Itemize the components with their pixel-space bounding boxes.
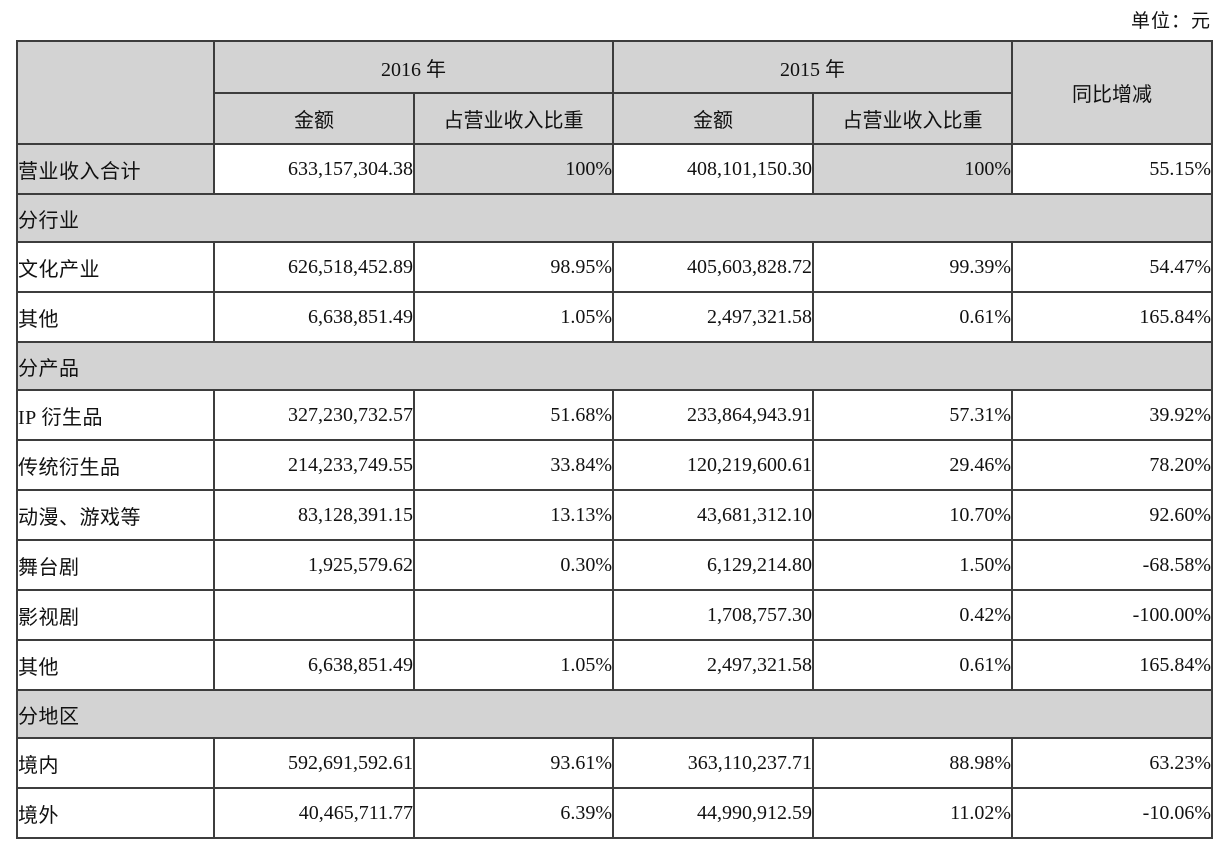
ratio-2016: 51.68% [413,389,614,441]
ratio-2016: 98.95% [413,241,614,293]
header-row-years: 2016 年 2015 年 同比增减 [16,40,1213,145]
yoy-value: 54.47% [1011,241,1213,293]
table-row: 舞台剧 1,925,579.62 0.30% 6,129,214.80 1.50… [16,539,1213,591]
row-label: 动漫、游戏等 [16,489,215,541]
table-row: 其他 6,638,851.49 1.05% 2,497,321.58 0.61%… [16,291,1213,343]
ratio-2015: 11.02% [812,787,1013,839]
amount-2016: 1,925,579.62 [213,539,415,591]
ratio-2016: 1.05% [413,639,614,691]
yoy-header: 同比增减 [1011,40,1213,145]
ratio-2015: 0.61% [812,639,1013,691]
ratio-2016: 0.30% [413,539,614,591]
amount-2016: 633,157,304.38 [213,143,415,195]
ratio-2016: 100% [413,143,614,195]
section-row-region: 分地区 [16,689,1213,739]
year-2016-header: 2016 年 [213,40,614,94]
revenue-breakdown-table: 2016 年 2015 年 同比增减 金额 占营业收入比重 金额 占营业收入比重… [16,40,1213,839]
row-label: 舞台剧 [16,539,215,591]
amount-2016: 83,128,391.15 [213,489,415,541]
table-row: 境内 592,691,592.61 93.61% 363,110,237.71 … [16,737,1213,789]
row-label: 影视剧 [16,589,215,641]
amount-2015: 43,681,312.10 [612,489,814,541]
row-label: 境内 [16,737,215,789]
amount-2016: 327,230,732.57 [213,389,415,441]
ratio-2016: 1.05% [413,291,614,343]
table-row: 其他 6,638,851.49 1.05% 2,497,321.58 0.61%… [16,639,1213,691]
amount-header-2015: 金额 [612,92,814,145]
amount-2015: 2,497,321.58 [612,639,814,691]
yoy-value: -10.06% [1011,787,1213,839]
yoy-value: 78.20% [1011,439,1213,491]
amount-2015: 233,864,943.91 [612,389,814,441]
amount-header-2016: 金额 [213,92,415,145]
header-row-measures: 金额 占营业收入比重 金额 占营业收入比重 [17,92,1212,145]
amount-2016: 592,691,592.61 [213,737,415,789]
ratio-2016: 33.84% [413,439,614,491]
yoy-value: 165.84% [1011,639,1213,691]
amount-2015: 2,497,321.58 [612,291,814,343]
table-row: IP 衍生品 327,230,732.57 51.68% 233,864,943… [16,389,1213,441]
yoy-value: 39.92% [1011,389,1213,441]
ratio-header-2016: 占营业收入比重 [413,92,614,145]
amount-2015: 120,219,600.61 [612,439,814,491]
ratio-2015: 0.42% [812,589,1013,641]
amount-2015: 405,603,828.72 [612,241,814,293]
row-label: 其他 [16,639,215,691]
ratio-2016: 6.39% [413,787,614,839]
yoy-value: 92.60% [1011,489,1213,541]
yoy-value: -68.58% [1011,539,1213,591]
yoy-value: -100.00% [1011,589,1213,641]
corner-cell [16,40,215,145]
amount-2016: 6,638,851.49 [213,291,415,343]
row-label: 营业收入合计 [16,143,215,195]
table-row: 传统衍生品 214,233,749.55 33.84% 120,219,600.… [16,439,1213,491]
yoy-value: 165.84% [1011,291,1213,343]
ratio-2015: 29.46% [812,439,1013,491]
section-row-product: 分产品 [16,341,1213,391]
unit-label: 单位：元 [1130,11,1211,32]
ratio-2015: 0.61% [812,291,1013,343]
amount-2015: 6,129,214.80 [612,539,814,591]
section-label: 分产品 [16,341,1213,391]
row-label: 境外 [16,787,215,839]
row-label: 文化产业 [16,241,215,293]
ratio-2015: 100% [812,143,1013,195]
amount-2016: 40,465,711.77 [213,787,415,839]
section-row-industry: 分行业 [16,193,1213,243]
table-row: 动漫、游戏等 83,128,391.15 13.13% 43,681,312.1… [16,489,1213,541]
ratio-2016: 13.13% [413,489,614,541]
year-2015-header: 2015 年 [612,40,1013,94]
ratio-2015: 57.31% [812,389,1013,441]
amount-2016: 6,638,851.49 [213,639,415,691]
table-row-total: 营业收入合计 633,157,304.38 100% 408,101,150.3… [16,143,1213,195]
row-label: IP 衍生品 [16,389,215,441]
amount-2015: 44,990,912.59 [612,787,814,839]
table-row: 境外 40,465,711.77 6.39% 44,990,912.59 11.… [16,787,1213,839]
row-label: 传统衍生品 [16,439,215,491]
yoy-value: 55.15% [1011,143,1213,195]
table-row: 影视剧 1,708,757.30 0.42% -100.00% [16,589,1213,641]
ratio-2015: 88.98% [812,737,1013,789]
amount-2016: 214,233,749.55 [213,439,415,491]
amount-2016: 626,518,452.89 [213,241,415,293]
ratio-2016: 93.61% [413,737,614,789]
ratio-2015: 1.50% [812,539,1013,591]
table-row: 文化产业 626,518,452.89 98.95% 405,603,828.7… [16,241,1213,293]
ratio-2016 [413,589,614,641]
ratio-header-2015: 占营业收入比重 [812,92,1013,145]
section-label: 分行业 [16,193,1213,243]
row-label: 其他 [16,291,215,343]
amount-2015: 363,110,237.71 [612,737,814,789]
yoy-value: 63.23% [1011,737,1213,789]
amount-2015: 408,101,150.30 [612,143,814,195]
section-label: 分地区 [16,689,1213,739]
amount-2015: 1,708,757.30 [612,589,814,641]
ratio-2015: 10.70% [812,489,1013,541]
ratio-2015: 99.39% [812,241,1013,293]
amount-2016 [213,589,415,641]
